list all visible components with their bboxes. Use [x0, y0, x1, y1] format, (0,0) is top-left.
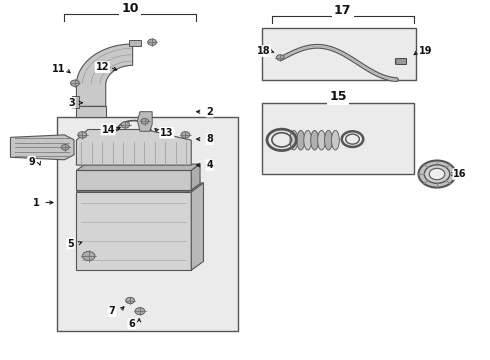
- Text: 12: 12: [96, 62, 109, 72]
- Circle shape: [121, 122, 130, 128]
- Polygon shape: [76, 106, 106, 117]
- Ellipse shape: [331, 130, 339, 150]
- Ellipse shape: [324, 130, 332, 150]
- Ellipse shape: [290, 130, 298, 150]
- Text: 2: 2: [206, 107, 213, 117]
- Polygon shape: [76, 130, 191, 165]
- Bar: [262, 28, 416, 80]
- Circle shape: [135, 308, 145, 315]
- Polygon shape: [76, 164, 200, 171]
- Circle shape: [78, 132, 87, 138]
- Polygon shape: [76, 44, 133, 106]
- Text: 5: 5: [67, 239, 74, 248]
- Text: 15: 15: [329, 90, 346, 103]
- Polygon shape: [191, 183, 203, 270]
- Text: 19: 19: [419, 46, 433, 56]
- Circle shape: [71, 80, 79, 86]
- Ellipse shape: [297, 130, 305, 150]
- Text: 3: 3: [68, 98, 75, 108]
- Circle shape: [82, 251, 95, 261]
- Text: 11: 11: [51, 64, 65, 74]
- Circle shape: [61, 144, 69, 150]
- Text: 10: 10: [122, 2, 139, 15]
- Circle shape: [276, 55, 284, 60]
- Polygon shape: [10, 135, 74, 160]
- Polygon shape: [76, 171, 191, 190]
- Polygon shape: [138, 112, 152, 131]
- Ellipse shape: [311, 130, 319, 150]
- Text: 9: 9: [28, 157, 35, 167]
- Circle shape: [141, 118, 149, 124]
- Circle shape: [181, 132, 190, 138]
- Text: 4: 4: [206, 160, 213, 170]
- Text: 14: 14: [101, 125, 115, 135]
- Ellipse shape: [304, 130, 312, 150]
- Circle shape: [429, 168, 445, 180]
- Polygon shape: [76, 183, 203, 192]
- Text: 13: 13: [160, 128, 173, 138]
- Text: 7: 7: [109, 306, 116, 316]
- Bar: [395, 58, 406, 64]
- Circle shape: [126, 297, 135, 304]
- Circle shape: [148, 39, 157, 45]
- Bar: [72, 96, 79, 108]
- Bar: [129, 40, 141, 46]
- Bar: [262, 103, 414, 174]
- Text: 16: 16: [453, 169, 467, 179]
- Circle shape: [424, 165, 450, 183]
- Polygon shape: [76, 192, 191, 270]
- Text: 8: 8: [206, 134, 213, 144]
- Polygon shape: [191, 164, 200, 190]
- Text: 6: 6: [128, 319, 135, 329]
- Text: 18: 18: [257, 46, 270, 56]
- Bar: [57, 117, 238, 331]
- Circle shape: [418, 161, 456, 188]
- Text: 1: 1: [32, 198, 39, 208]
- Ellipse shape: [318, 130, 325, 150]
- Text: 17: 17: [334, 4, 351, 17]
